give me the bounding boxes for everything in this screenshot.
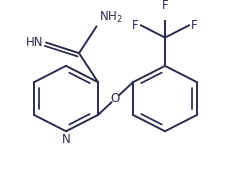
Text: O: O — [111, 92, 120, 105]
Text: F: F — [132, 19, 139, 32]
Text: F: F — [162, 0, 168, 12]
Text: HN: HN — [26, 36, 43, 49]
Text: F: F — [191, 19, 198, 32]
Text: NH$_2$: NH$_2$ — [99, 10, 122, 25]
Text: N: N — [62, 133, 70, 146]
